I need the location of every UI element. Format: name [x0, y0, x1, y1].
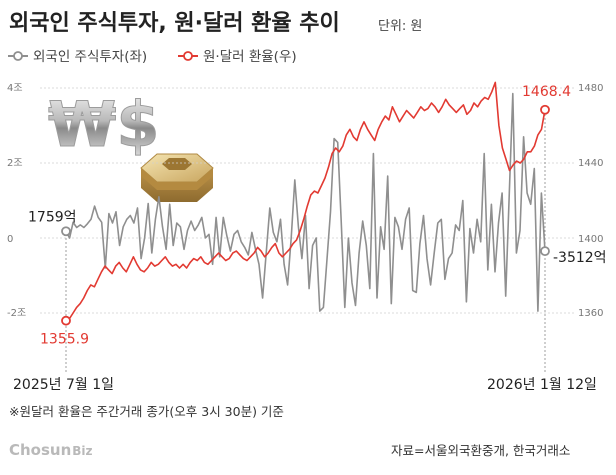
right-tick-1440: 1440 — [578, 158, 603, 169]
x-label-start: 2025년 7월 1일 — [13, 377, 114, 393]
right-tick-1360: 1360 — [578, 308, 603, 319]
left-tick-neg2: -2조 — [7, 308, 26, 319]
series-end-marker-investment — [540, 246, 550, 257]
series-start-marker-investment — [61, 226, 71, 237]
logo: ChosunBiz — [9, 441, 93, 459]
label-fx-end: 1468.4 — [522, 84, 571, 100]
legend: 외국인 주식투자(좌) 원·달러 환율(우) — [8, 49, 297, 65]
unit-label: 단위: 원 — [378, 19, 422, 34]
legend-marker-fx — [183, 51, 193, 61]
logo-text: ChosunBiz — [9, 441, 93, 459]
right-axis: 1480 1440 1400 1360 — [578, 83, 603, 319]
chart-title: 외국인 주식투자, 원·달러 환율 추이 — [9, 11, 340, 36]
series-start-marker-fx — [61, 315, 71, 326]
series-line-fx — [65, 81, 546, 322]
x-label-end: 2026년 1월 12일 — [487, 377, 597, 393]
right-tick-1400: 1400 — [578, 234, 603, 245]
legend-label-investment: 외국인 주식투자(좌) — [33, 49, 147, 65]
plot-area: 1759억 -3512억 1355.9 1468.4 — [28, 81, 607, 372]
left-tick-4: 4조 — [7, 83, 23, 94]
gold-hexagon-icon — [140, 153, 214, 202]
footnote: ※원달러 환율은 주간거래 종가(오후 3시 30분) 기준 — [9, 404, 284, 419]
left-tick-0: 0 — [7, 234, 13, 245]
left-axis: 4조 2조 0 -2조 — [7, 83, 26, 319]
legend-label-fx: 원·달러 환율(우) — [203, 49, 297, 65]
label-fx-start: 1355.9 — [40, 332, 89, 348]
source-text: 자료=서울외국환중개, 한국거래소 — [391, 443, 570, 458]
label-investment-start: 1759억 — [28, 209, 77, 225]
series-end-marker-fx — [540, 104, 550, 115]
left-tick-2: 2조 — [7, 158, 23, 169]
currency-decoration: ₩$ — [48, 88, 161, 162]
right-tick-1480: 1480 — [578, 83, 603, 94]
won-dollar-icon: ₩$ — [48, 88, 160, 161]
legend-marker-investment — [13, 51, 23, 61]
label-investment-end: -3512억 — [553, 250, 607, 266]
